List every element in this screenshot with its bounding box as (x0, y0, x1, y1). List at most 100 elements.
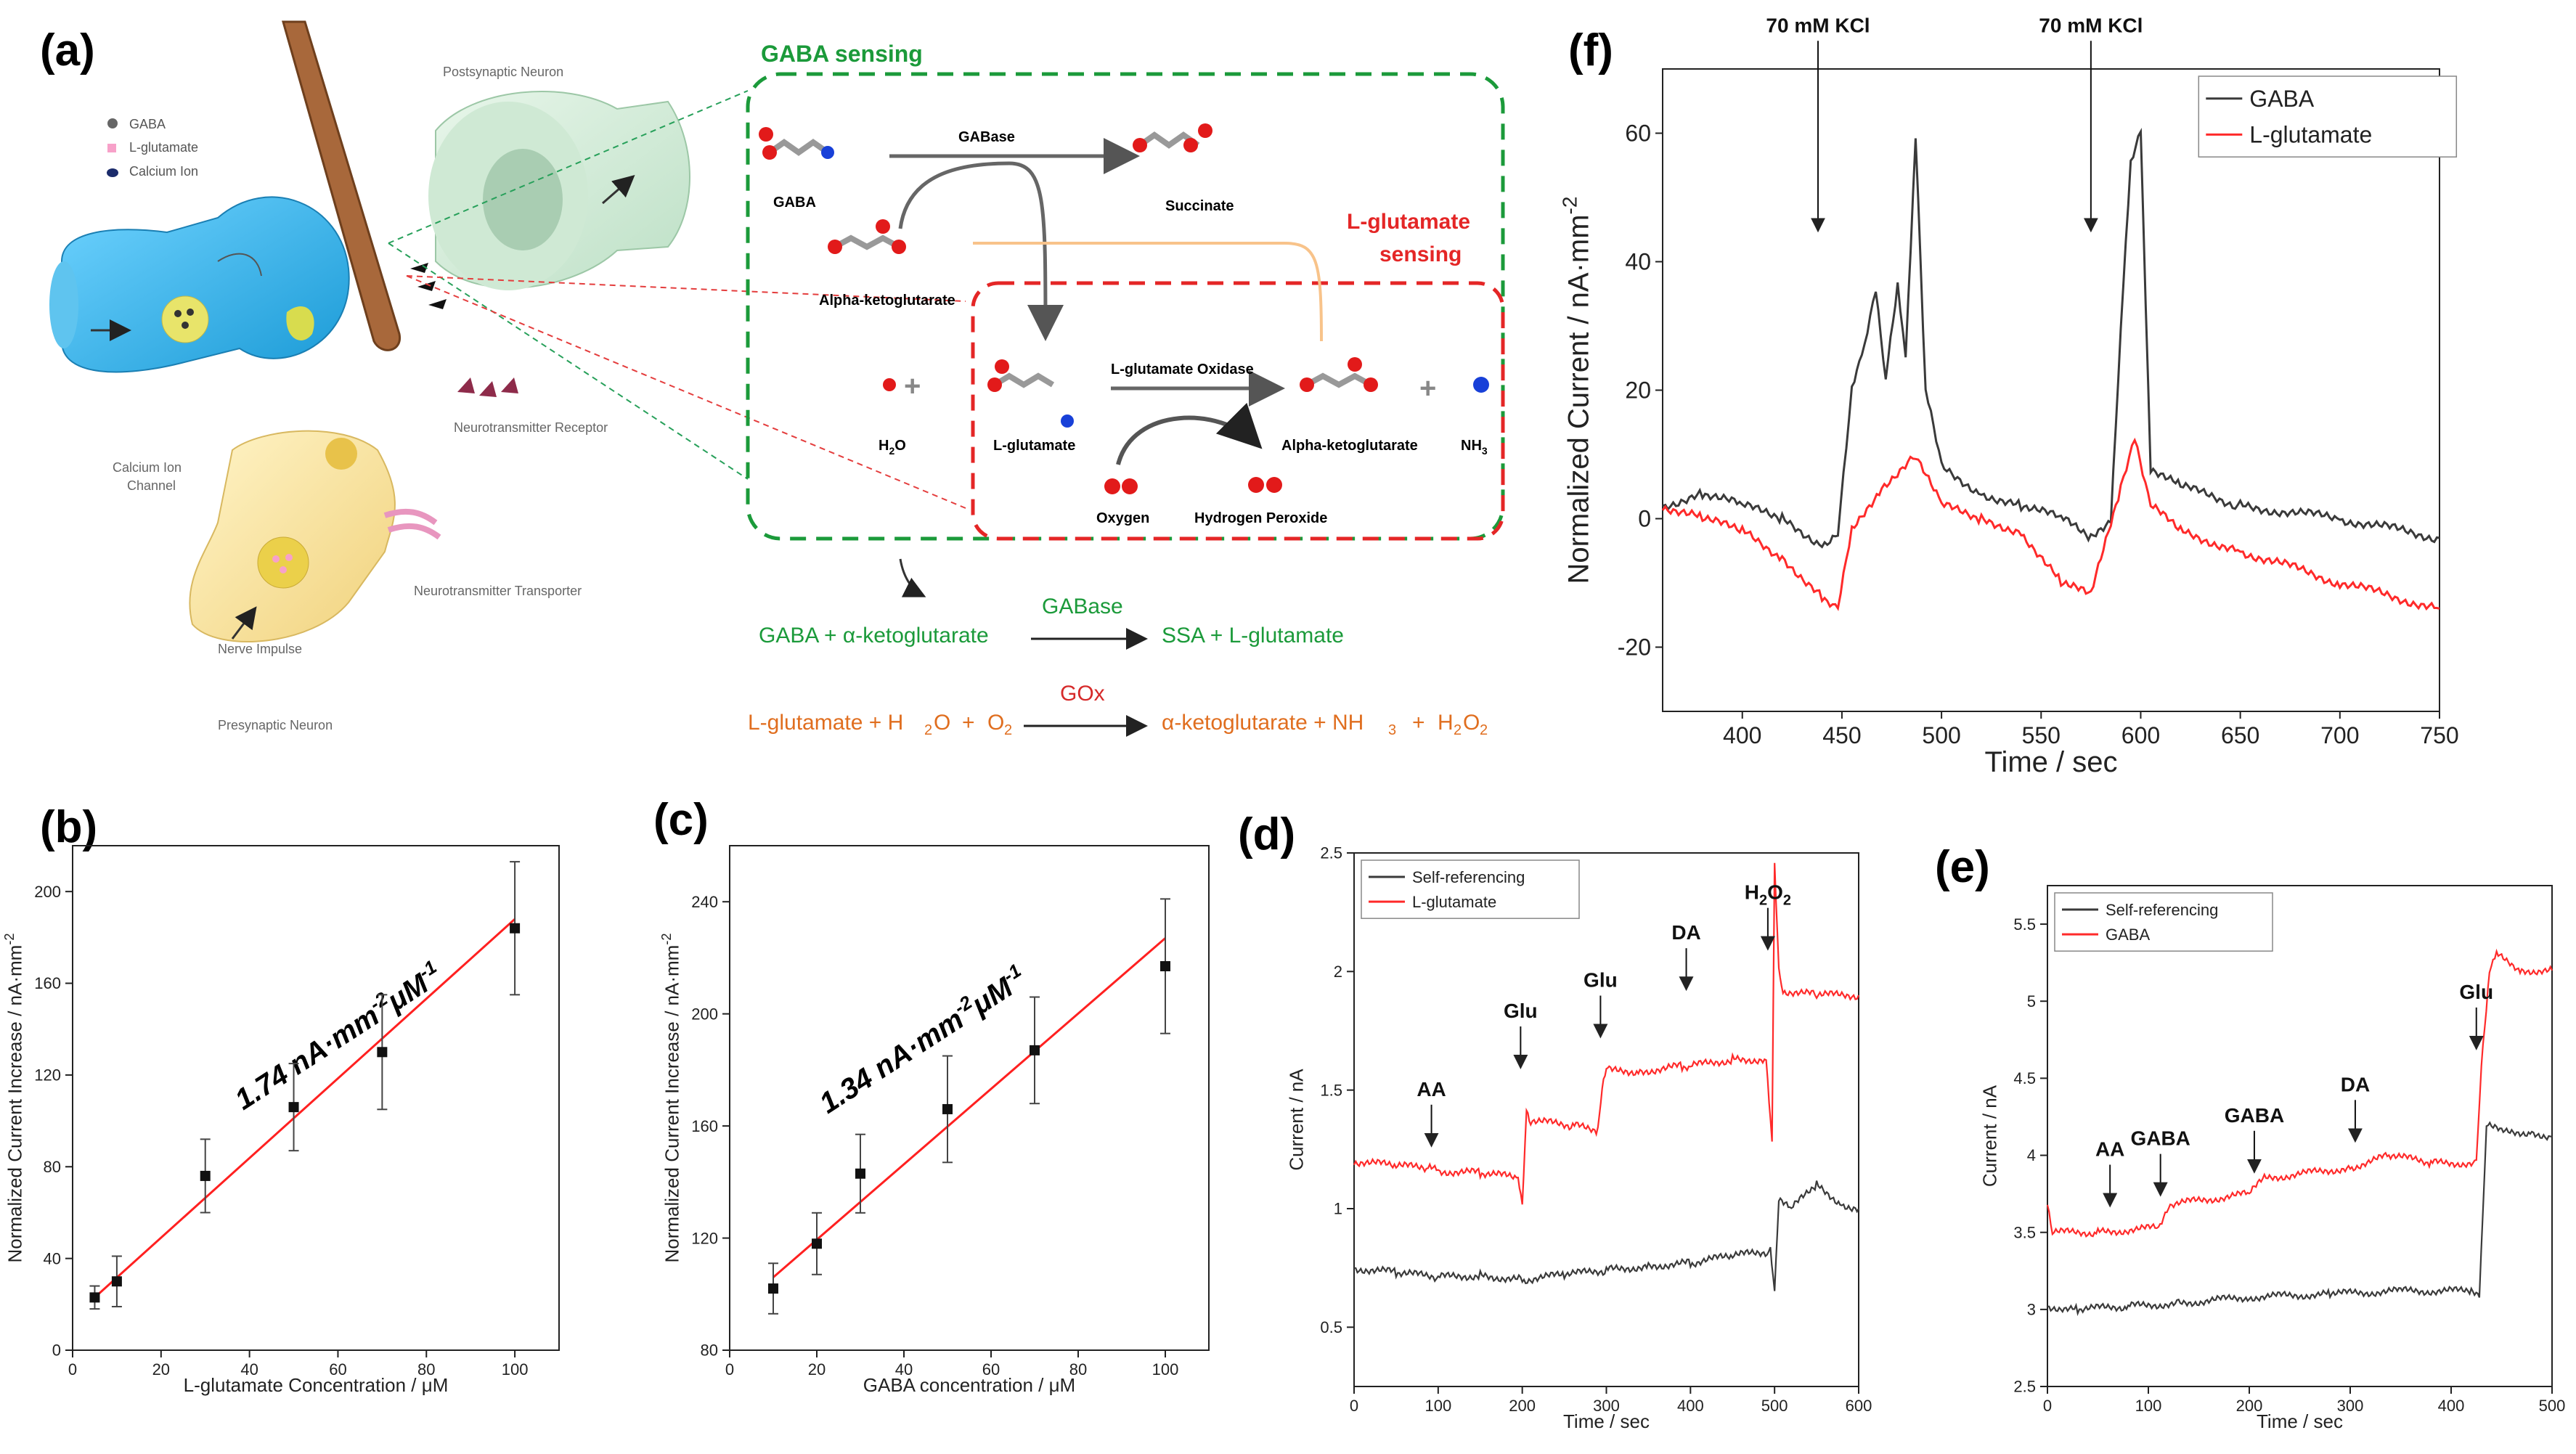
annotation-label: H2O2 (1745, 881, 1791, 909)
x-tick-label: 60 (329, 1360, 346, 1379)
annotation-text: Glu (1583, 969, 1618, 992)
panel-a-label: (a) (40, 25, 95, 75)
x-tick-label: 100 (1424, 1397, 1451, 1415)
plot-frame (1353, 852, 1859, 1387)
eq2-sub-3: 3 (1388, 722, 1396, 738)
legend-entry: GABA (2106, 926, 2150, 944)
y-axis-label: Current / nA (1286, 1069, 1308, 1171)
receptor-label: Neurotransmitter Receptor (454, 420, 608, 435)
molecule-h2o2: Hydrogen Peroxide (1194, 477, 1327, 526)
y-tick-label: 4 (2027, 1146, 2036, 1164)
x-tick-label: 400 (1723, 722, 1761, 748)
x-tick-label: 0 (68, 1360, 77, 1379)
annotation-sub: 2 (1783, 893, 1791, 909)
gaba-sensing-box (746, 72, 1505, 541)
nerve-impulse-label: Nerve Impulse (218, 642, 302, 656)
legend-glutamate: L-glutamate (129, 140, 198, 155)
annotation-text: Glu (2459, 981, 2493, 1003)
chart-b: 0 20 40 60 80 100 0 40 80 120 160 200 L-glutamate Co… (2, 845, 560, 1396)
annotation-text: H (1745, 881, 1759, 904)
presynaptic-label: Presynaptic Neuron (218, 718, 333, 732)
postsynaptic-label: Postsynaptic Neuron (443, 65, 563, 79)
molecule-oxygen: Oxygen (1096, 478, 1149, 526)
molecule-gaba: GABA (759, 127, 834, 211)
y-tick-label: 60 (1625, 121, 1651, 147)
x-axis-label: Time / sec (1563, 1410, 1650, 1432)
lglu-molecule-label: L-glutamate (993, 438, 1075, 454)
x-tick-label: 700 (2320, 722, 2359, 748)
molecule-succinate: Succinate (1133, 123, 1234, 214)
calcium-channel-label-1: Calcium Ion (113, 460, 182, 475)
gaba-molecule-label: GABA (773, 195, 816, 211)
legend-box (1361, 859, 1580, 919)
panel-d-label: (d) (1238, 809, 1295, 859)
y-tick-label: 5.5 (2013, 915, 2036, 934)
data-point (111, 1276, 122, 1287)
series-line-0 (2047, 1121, 2553, 1317)
eq2-sub-2a: 2 (924, 722, 932, 738)
akg-label: Alpha-ketoglutarate (819, 293, 955, 309)
electrode-rod (282, 20, 401, 351)
legend-entry: L-glutamate (1412, 893, 1496, 911)
annotation-label: Glu (1504, 1000, 1538, 1022)
y-tick-label: 3.5 (2013, 1223, 2036, 1241)
x-tick-label: 0 (2043, 1397, 2052, 1415)
x-tick-label: 750 (2420, 722, 2458, 748)
eq1-right: SSA + L-glutamate (1162, 624, 1344, 648)
data-point (1160, 961, 1170, 972)
legend-entry: Self-referencing (1412, 868, 1525, 886)
panel-e-label: (e) (1935, 842, 1990, 892)
y-axis-label-sup: -2 (2, 934, 17, 945)
data-point (768, 1283, 778, 1294)
y-tick-label: 120 (691, 1229, 718, 1247)
fit-line (773, 937, 1166, 1278)
calcium-dot-icon (107, 168, 118, 177)
equation-1: GABA + α-ketoglutarate GABase SSA + L-gl… (759, 595, 1344, 650)
series-line-0 (1662, 127, 2440, 549)
molecule-akg: Alpha-ketoglutarate (819, 219, 955, 309)
akg2-label: Alpha-ketoglutarate (1281, 438, 1418, 454)
molecule-akg2: Alpha-ketoglutarate (1281, 357, 1418, 454)
legend-gaba: GABA (129, 117, 166, 131)
x-tick-label: 500 (1922, 722, 1960, 748)
annotation-text: DA (2341, 1073, 2370, 1095)
eq2-o-a: O (934, 711, 950, 735)
y-axis-label-text: Normalized Current Increase / nA·mm (661, 945, 683, 1263)
x-tick-label: 100 (1152, 1360, 1179, 1379)
annotation-text-o: O (1767, 881, 1783, 904)
annotation-label: DA (1671, 921, 1700, 944)
y-tick-label: 40 (1625, 249, 1651, 275)
legend-entry: Self-referencing (2106, 901, 2218, 919)
x-axis-label: Time / sec (1985, 746, 2118, 778)
plot-frame (72, 845, 560, 1351)
y-axis-label: Current / nA (1979, 1085, 2001, 1187)
eq1-enzyme: GABase (1042, 595, 1123, 618)
annotation-label: DA (2341, 1073, 2370, 1095)
y-tick-label: 200 (691, 1005, 718, 1023)
y-tick-label: 2.5 (1320, 844, 1342, 862)
panel-b-label: (b) (40, 802, 97, 852)
y-tick-label: 5 (2027, 992, 2036, 1010)
eq2-plus-b: + (1412, 711, 1425, 735)
annotation-text: GABA (2225, 1104, 2284, 1127)
x-tick-label: 100 (2135, 1397, 2162, 1415)
data-point (89, 1292, 100, 1303)
plus-1: + (904, 370, 921, 402)
chart-f: 400 450 500 550 600 650 700 750 -20 0 20 40 60 Time /… (1559, 14, 2459, 778)
panel-a: (a) GABA L-glutamate Calcium Ion (40, 20, 1505, 738)
x-tick-label: 80 (417, 1360, 435, 1379)
gabase-label: GABase (958, 129, 1015, 145)
series-line-1 (2046, 948, 2553, 1238)
legend-entry: L-glutamate (2249, 122, 2372, 148)
y-tick-label: 80 (701, 1341, 718, 1360)
x-axis-label: Time / sec (2257, 1410, 2343, 1432)
annotation-label: 70 mM KCl (2039, 14, 2143, 36)
transporter-label: Neurotransmitter Transporter (414, 584, 582, 598)
h2o2-label: Hydrogen Peroxide (1194, 510, 1327, 526)
y-tick-label: 80 (44, 1158, 61, 1176)
eq2-o-c: O (1463, 711, 1480, 735)
annotation-text: AA (2095, 1138, 2124, 1160)
series-line-1 (1661, 437, 2440, 611)
